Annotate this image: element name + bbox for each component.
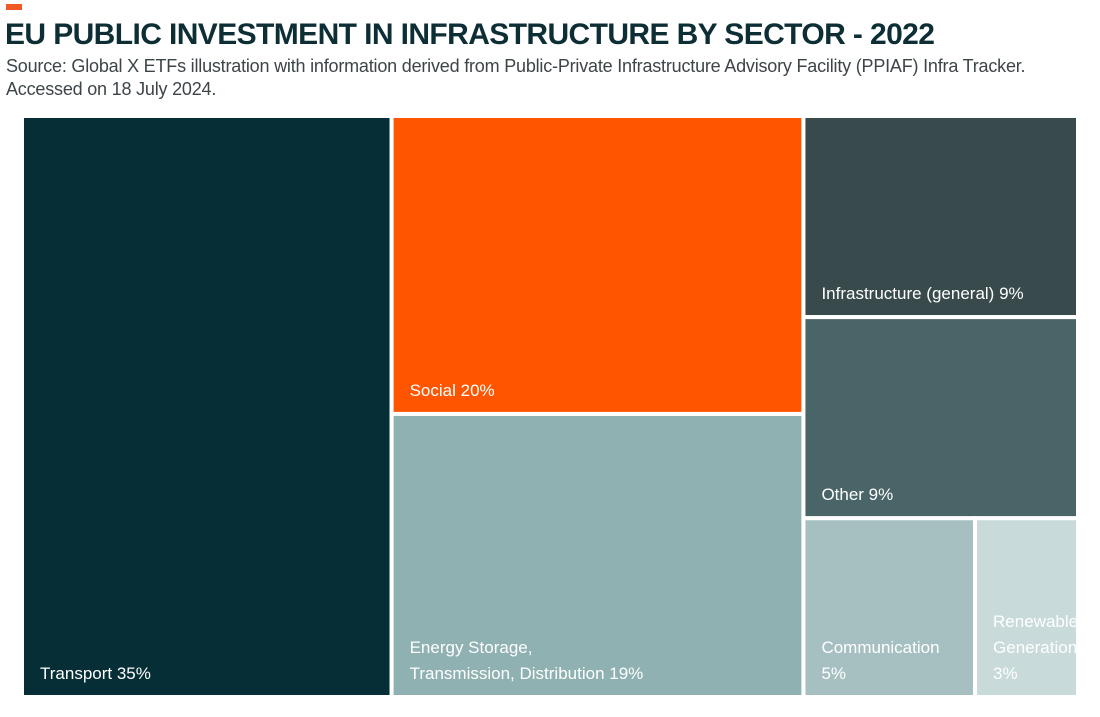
tile-rect-transport	[20, 114, 394, 699]
tile-renewable-generation: Renewable Generation 3%	[973, 516, 1080, 699]
tile-label-renewable-generation: Renewable	[993, 612, 1078, 631]
tile-social: Social 20%	[389, 114, 806, 416]
tile-label-renewable-generation: 3%	[993, 664, 1018, 683]
tile-rect-social	[389, 114, 806, 416]
tile-rect-renewable-generation	[973, 516, 1080, 699]
tile-label-renewable-generation: Generation	[993, 638, 1077, 657]
tile-rect-other	[801, 315, 1080, 521]
tile-label-transport: Transport 35%	[40, 664, 151, 683]
tile-label-energy-storage-transmission-distribution: Energy Storage,	[410, 638, 533, 657]
tile-label-communication: Communication	[821, 638, 939, 657]
tile-communication: Communication 5%	[801, 516, 978, 699]
tile-infrastructure-general: Infrastructure (general) 9%	[801, 114, 1080, 320]
tile-label-social: Social 20%	[410, 381, 495, 400]
tile-label-infrastructure-general: Infrastructure (general) 9%	[821, 284, 1023, 303]
tile-label-communication: 5%	[821, 664, 846, 683]
chart-title: EU PUBLIC INVESTMENT IN INFRASTRUCTURE B…	[5, 18, 935, 51]
title-accent-bar	[6, 4, 22, 10]
tile-label-other: Other 9%	[821, 485, 893, 504]
tile-label-energy-storage-transmission-distribution: Transmission, Distribution 19%	[410, 664, 644, 683]
tile-other: Other 9%	[801, 315, 1080, 521]
tile-energy-storage-transmission-distribution: Energy Storage, Transmission, Distributio…	[389, 411, 806, 699]
chart-source-note: Source: Global X ETFs illustration with …	[6, 56, 1026, 99]
tile-rect-infrastructure-general	[801, 114, 1080, 320]
tile-transport: Transport 35%	[20, 114, 394, 699]
